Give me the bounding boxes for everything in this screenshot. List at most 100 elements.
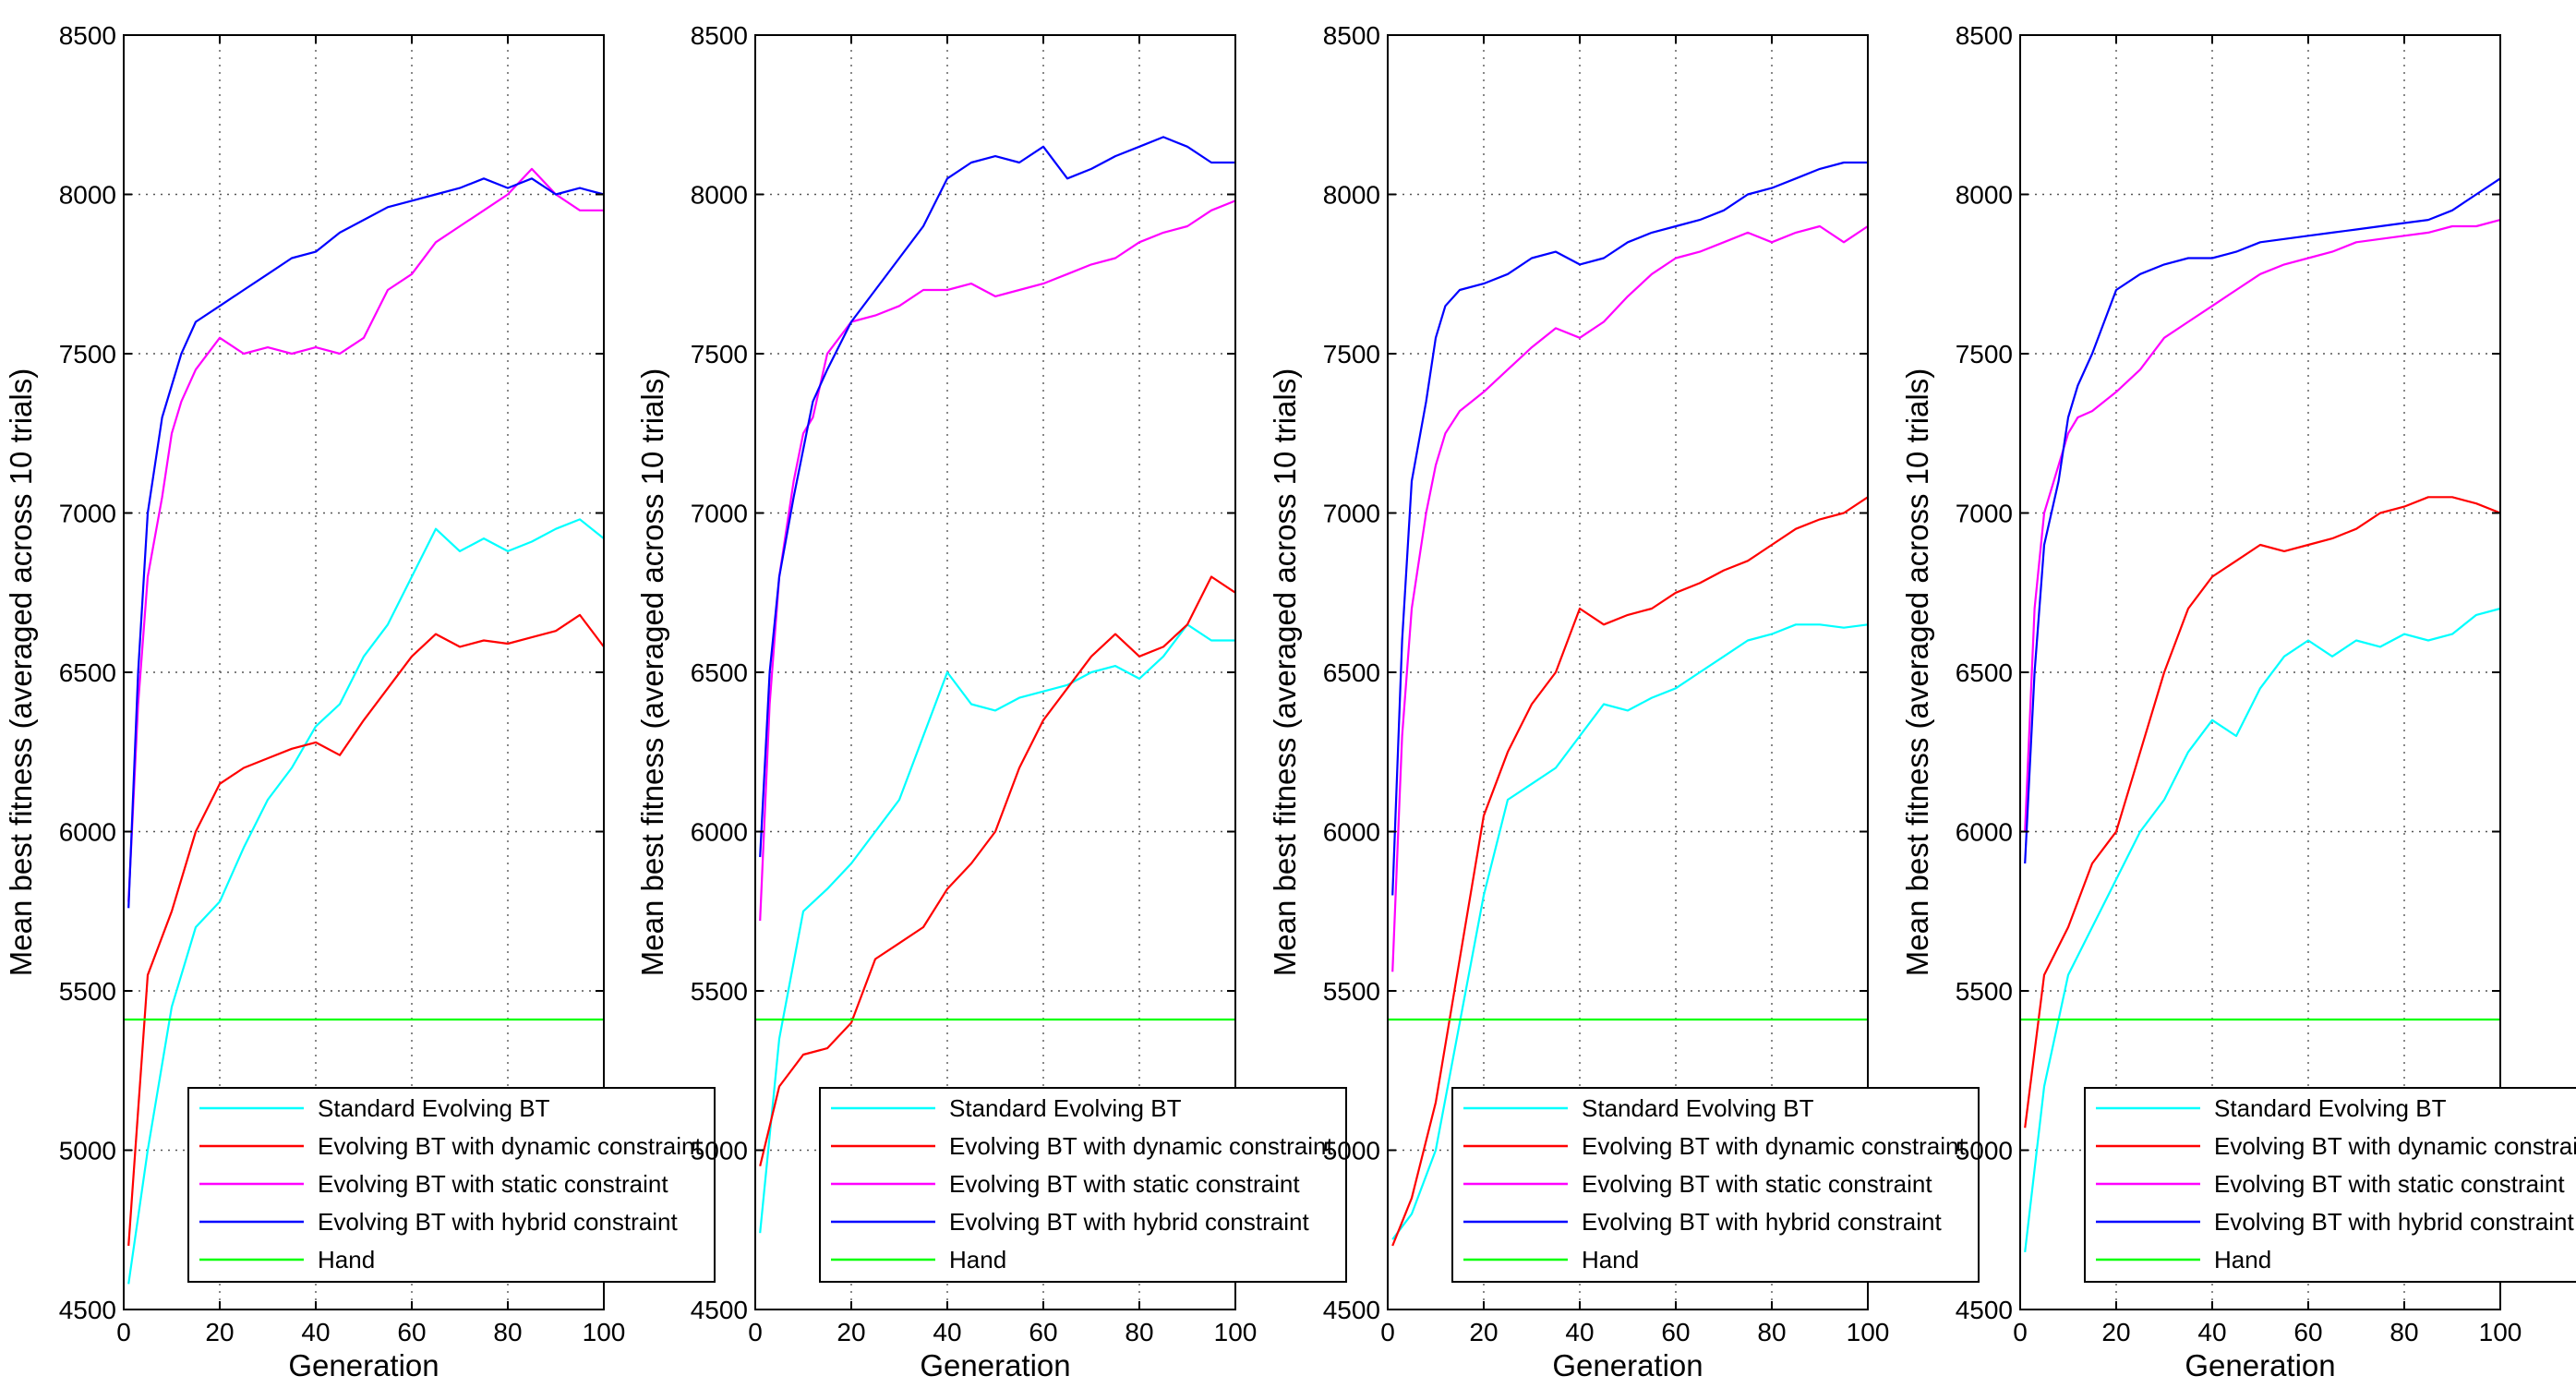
x-tick-label: 100 bbox=[1847, 1318, 1890, 1346]
y-tick-label: 6000 bbox=[1323, 818, 1380, 847]
series-line-evolving-bt-with-hybrid-constraint bbox=[759, 136, 1235, 858]
legend-item-label: Standard Evolving BT bbox=[2214, 1094, 2447, 1122]
y-tick-label: 7000 bbox=[1956, 500, 2013, 528]
series-line-evolving-bt-with-hybrid-constraint bbox=[1391, 161, 1868, 896]
series-line-evolving-bt-with-hybrid-constraint bbox=[2024, 177, 2501, 864]
x-tick-label: 20 bbox=[205, 1318, 234, 1346]
legend-item-label: Evolving BT with hybrid constraint bbox=[318, 1208, 678, 1236]
x-tick-label: 60 bbox=[397, 1318, 426, 1346]
y-tick-label: 6500 bbox=[1323, 658, 1380, 687]
series-line-standard-evolving-bt bbox=[1391, 623, 1869, 1240]
legend-item-label: Evolving BT with hybrid constraint bbox=[2214, 1208, 2574, 1236]
y-tick-label: 8500 bbox=[691, 21, 748, 50]
y-tick-label: 6000 bbox=[1956, 818, 2013, 847]
y-tick-label: 8500 bbox=[1323, 21, 1380, 50]
legend-item-label: Evolving BT with hybrid constraint bbox=[949, 1208, 1309, 1236]
y-tick-label: 5500 bbox=[1323, 977, 1380, 1006]
x-tick-label: 40 bbox=[1565, 1318, 1594, 1346]
y-tick-label: 8500 bbox=[59, 21, 116, 50]
legend: Standard Evolving BT Evolving BT with dyn… bbox=[1451, 1087, 1980, 1283]
y-tick-label: 7000 bbox=[59, 500, 116, 528]
x-axis-label: Generation bbox=[288, 1348, 439, 1382]
y-tick-label: 6000 bbox=[59, 818, 116, 847]
y-tick-label: 6500 bbox=[59, 658, 116, 687]
y-tick-label: 8000 bbox=[59, 181, 116, 210]
y-tick-label: 5500 bbox=[691, 977, 748, 1006]
legend-item-label: Evolving BT with static constraint bbox=[1582, 1170, 1932, 1198]
series-line-standard-evolving-bt bbox=[127, 518, 605, 1285]
y-axis-label: Mean best fitness (averaged across 10 tr… bbox=[1900, 368, 1934, 976]
x-tick-label: 100 bbox=[1214, 1318, 1258, 1346]
y-tick-label: 7000 bbox=[691, 500, 748, 528]
y-tick-label: 5500 bbox=[59, 977, 116, 1006]
legend-item-label: Hand bbox=[1582, 1246, 1639, 1273]
legend-item-label: Evolving BT with hybrid constraint bbox=[1582, 1208, 1942, 1236]
panel-4: 0 20 40 60 80 100 4500 5000 5500 6000 6500 7000 7500… bbox=[1900, 21, 2576, 1382]
y-axis-label: Mean best fitness (averaged across 10 tr… bbox=[1268, 368, 1302, 976]
x-tick-label: 100 bbox=[2479, 1318, 2522, 1346]
y-tick-label: 6000 bbox=[691, 818, 748, 847]
y-tick-label: 4500 bbox=[1323, 1296, 1380, 1324]
y-tick-label: 5000 bbox=[1323, 1137, 1380, 1165]
x-tick-label: 0 bbox=[748, 1318, 763, 1346]
x-tick-label: 20 bbox=[1469, 1318, 1498, 1346]
x-tick-label: 20 bbox=[2101, 1318, 2130, 1346]
y-tick-label: 4500 bbox=[691, 1296, 748, 1324]
series-line-evolving-bt-with-dynamic-constraint bbox=[127, 613, 605, 1247]
legend: Standard Evolving BT Evolving BT with dyn… bbox=[2084, 1087, 2576, 1283]
y-axis-label: Mean best fitness (averaged across 10 tr… bbox=[635, 368, 669, 976]
panel-1: 0 20 40 60 80 100 4500 5000 5500 6000 6500 7000 7500… bbox=[4, 21, 716, 1382]
legend-item-label: Hand bbox=[949, 1246, 1006, 1273]
x-tick-label: 0 bbox=[116, 1318, 131, 1346]
x-axis-label: Generation bbox=[920, 1348, 1070, 1382]
y-tick-label: 8000 bbox=[1956, 181, 2013, 210]
legend: Standard Evolving BT Evolving BT with dyn… bbox=[187, 1087, 716, 1283]
series-line-evolving-bt-with-static-constraint bbox=[2024, 219, 2501, 832]
y-tick-label: 7500 bbox=[59, 340, 116, 368]
legend-item-label: Evolving BT with static constraint bbox=[2214, 1170, 2565, 1198]
legend-item-label: Evolving BT with dynamic constraint bbox=[949, 1132, 1333, 1160]
x-tick-label: 20 bbox=[837, 1318, 865, 1346]
y-tick-label: 8500 bbox=[1956, 21, 2013, 50]
y-tick-label: 4500 bbox=[59, 1296, 116, 1324]
legend-item-label: Evolving BT with dynamic constraint bbox=[318, 1132, 702, 1160]
x-tick-label: 60 bbox=[1661, 1318, 1690, 1346]
y-tick-label: 5000 bbox=[59, 1137, 116, 1165]
legend-item-label: Standard Evolving BT bbox=[949, 1094, 1182, 1122]
y-tick-label: 7500 bbox=[1323, 340, 1380, 368]
x-tick-label: 0 bbox=[1380, 1318, 1395, 1346]
x-tick-label: 80 bbox=[1125, 1318, 1153, 1346]
series-line-evolving-bt-with-hybrid-constraint bbox=[127, 177, 605, 909]
x-tick-label: 40 bbox=[301, 1318, 330, 1346]
y-tick-label: 5000 bbox=[691, 1137, 748, 1165]
series-line-standard-evolving-bt bbox=[2024, 607, 2501, 1253]
series-line-evolving-bt-with-static-constraint bbox=[127, 167, 604, 902]
series-line-evolving-bt-with-dynamic-constraint bbox=[759, 575, 1236, 1167]
panel-2: 0 20 40 60 80 100 4500 5000 5500 6000 6500 7000 7500… bbox=[635, 21, 1347, 1382]
x-tick-label: 40 bbox=[933, 1318, 961, 1346]
y-tick-label: 5000 bbox=[1956, 1137, 2013, 1165]
x-tick-label: 60 bbox=[2293, 1318, 2322, 1346]
legend-item-label: Evolving BT with dynamic constraint bbox=[2214, 1132, 2576, 1160]
y-tick-label: 6500 bbox=[1956, 658, 2013, 687]
series-line-evolving-bt-with-dynamic-constraint bbox=[2024, 496, 2501, 1129]
legend-item-label: Evolving BT with static constraint bbox=[949, 1170, 1300, 1198]
legend-item-label: Standard Evolving BT bbox=[1582, 1094, 1814, 1122]
y-tick-label: 5500 bbox=[1956, 977, 2013, 1006]
legend-item-label: Evolving BT with static constraint bbox=[318, 1170, 668, 1198]
series-line-standard-evolving-bt bbox=[759, 623, 1235, 1234]
legend-item-label: Standard Evolving BT bbox=[318, 1094, 550, 1122]
legend: Standard Evolving BT Evolving BT with dyn… bbox=[819, 1087, 1347, 1283]
y-tick-label: 7500 bbox=[691, 340, 748, 368]
x-tick-label: 100 bbox=[583, 1318, 626, 1346]
x-tick-label: 80 bbox=[2389, 1318, 2418, 1346]
panel-3: 0 20 40 60 80 100 4500 5000 5500 6000 6500 7000 7500… bbox=[1268, 21, 1980, 1382]
y-tick-label: 8000 bbox=[691, 181, 748, 210]
x-axis-label: Generation bbox=[1552, 1348, 1703, 1382]
y-axis-label: Mean best fitness (averaged across 10 tr… bbox=[4, 368, 38, 976]
x-tick-label: 40 bbox=[2197, 1318, 2226, 1346]
x-axis-label: Generation bbox=[2185, 1348, 2335, 1382]
y-tick-label: 7500 bbox=[1956, 340, 2013, 368]
x-tick-label: 60 bbox=[1029, 1318, 1057, 1346]
